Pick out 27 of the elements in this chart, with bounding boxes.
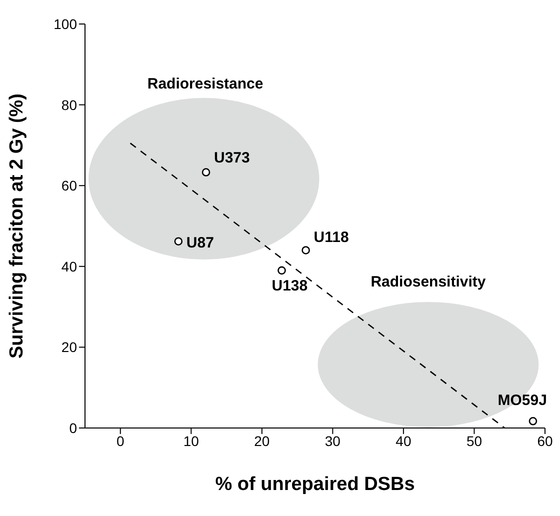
x-axis-title: % of unrepaired DSBs xyxy=(215,474,415,495)
annotation: Radioresistance xyxy=(147,76,264,93)
annotation: MO59J xyxy=(498,392,547,410)
x-tick-label: 60 xyxy=(537,432,553,449)
y-tick-label: 40 xyxy=(61,258,78,274)
annotation: Radiosensitivity xyxy=(370,274,486,291)
x-tick-label: 50 xyxy=(466,432,482,449)
point xyxy=(174,237,183,246)
point xyxy=(278,266,286,275)
y-tick-label: 100 xyxy=(54,16,78,32)
annotation: U87 xyxy=(186,234,214,252)
y-tick-label: 20 xyxy=(61,339,78,356)
y-tick-label: 80 xyxy=(61,96,78,113)
x-tick-label: 10 xyxy=(183,432,200,449)
annotation: U373 xyxy=(214,149,250,166)
annotation: U138 xyxy=(272,277,308,294)
x-tick-label: 20 xyxy=(254,432,270,449)
point xyxy=(302,246,310,254)
point xyxy=(528,416,538,426)
annotation: U118 xyxy=(314,229,349,246)
x-tick-label: 0 xyxy=(116,432,124,449)
x-tick-label: 40 xyxy=(396,432,412,449)
point xyxy=(202,168,210,176)
x-tick-label: 30 xyxy=(324,432,341,449)
y-tick-label: 60 xyxy=(61,178,78,194)
y-axis-title: Surviving fraciton at 2 Gy (%) xyxy=(6,94,28,358)
y-tick-label: 0 xyxy=(69,420,78,436)
